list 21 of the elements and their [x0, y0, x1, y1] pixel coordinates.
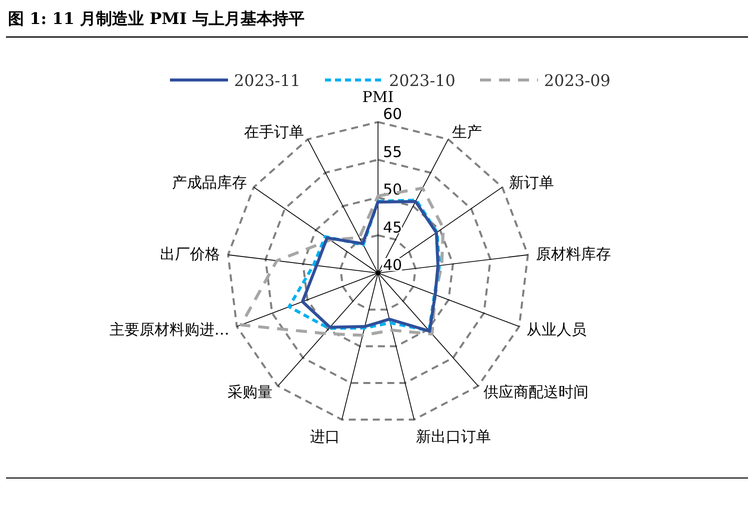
spoke-label: 在手订单 — [244, 123, 304, 142]
spoke-label: 出厂价格 — [160, 244, 220, 263]
y-tick-label: 45 — [383, 218, 402, 236]
spoke-label: 主要原材料购进… — [109, 320, 230, 338]
y-tick-label: 55 — [383, 142, 402, 161]
legend-label: 2023-11 — [234, 71, 300, 90]
spoke-label: 生产 — [452, 123, 482, 142]
spoke-label: 采购量 — [228, 383, 273, 402]
spoke-label: 进口 — [310, 427, 340, 446]
spoke-label: 原材料库存 — [536, 244, 611, 263]
y-tick-label: 60 — [383, 105, 402, 123]
spoke-label: 新订单 — [508, 174, 554, 192]
spoke-label: 新出口订单 — [416, 427, 492, 446]
spoke-label: 供应商配送时间 — [483, 383, 588, 402]
spoke-label: 产成品库存 — [172, 174, 248, 192]
chart-title: 图 1: 11 月制造业 PMI 与上月基本持平 — [8, 9, 304, 28]
spoke-label: PMI — [362, 88, 394, 106]
legend-label: 2023-09 — [544, 71, 610, 90]
spoke-label: 从业人员 — [526, 320, 587, 338]
legend-label: 2023-10 — [389, 71, 456, 90]
y-tick-label: 40 — [383, 256, 402, 274]
